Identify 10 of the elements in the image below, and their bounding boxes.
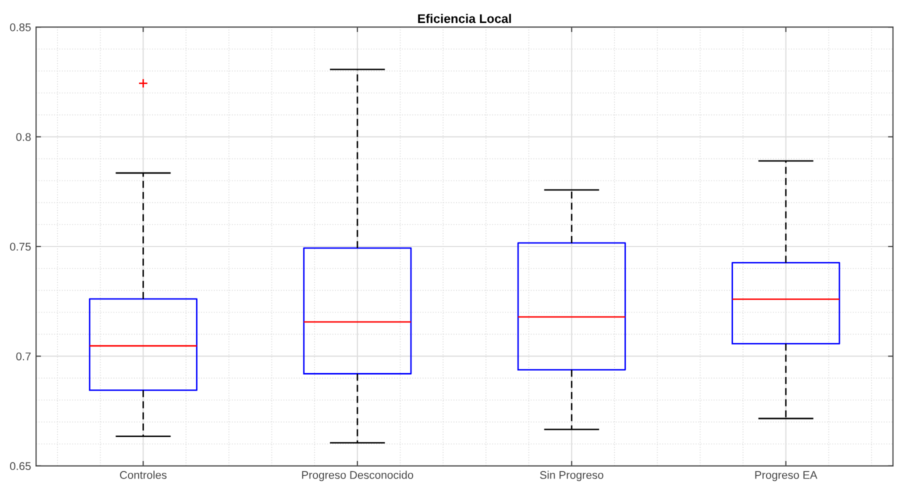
y-tick-label: 0.7 — [16, 352, 31, 360]
x-tick-label: Controles — [120, 470, 167, 479]
y-tick-label: 0.75 — [10, 242, 31, 251]
y-tick-label: 0.85 — [10, 23, 31, 32]
y-tick-label: 0.8 — [16, 133, 31, 141]
x-tick-label: Progreso EA — [755, 471, 818, 482]
x-tick-label: Progreso Desconocido — [302, 470, 414, 482]
y-tick-label: 0.65 — [10, 462, 31, 470]
chart-title: Eficiencia Local — [418, 14, 511, 24]
x-tick-label: Sin Progreso — [540, 470, 604, 482]
